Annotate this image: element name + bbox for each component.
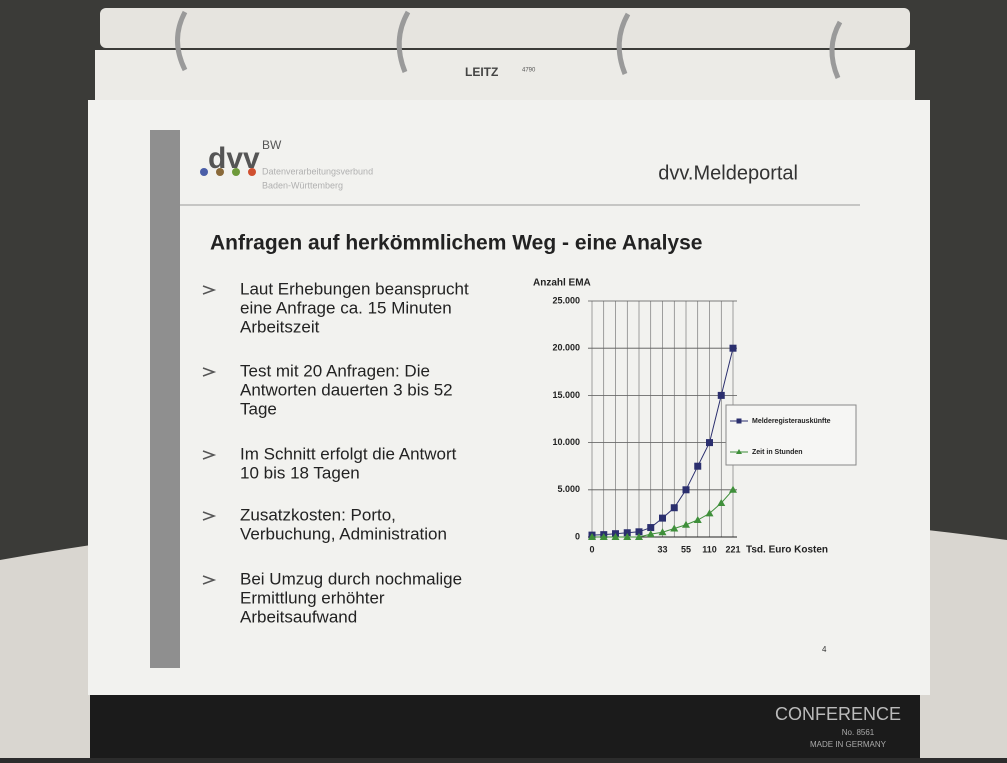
- bullet-text: Im Schnitt erfolgt die Antwort: [240, 444, 457, 463]
- y-tick-label: 25.000: [552, 295, 580, 305]
- slide: [88, 100, 930, 695]
- bullet-text: Tage: [240, 399, 277, 418]
- marker: [659, 515, 666, 522]
- binder-top: [100, 8, 910, 48]
- marker: [706, 439, 713, 446]
- y-tick-label: 10.000: [552, 437, 580, 447]
- x-axis-label: Tsd. Euro Kosten: [746, 545, 828, 556]
- bullet-text: Verbuchung, Administration: [240, 524, 447, 543]
- cover-number: No. 8561: [842, 728, 875, 737]
- x-tick-label: 221: [725, 544, 740, 554]
- cover-brand: CONFERENCE: [775, 704, 901, 724]
- marker: [683, 486, 690, 493]
- x-tick-label: 110: [702, 544, 717, 554]
- slide-title: Anfragen auf herkömmlichem Weg - eine An…: [210, 232, 702, 255]
- marker: [694, 463, 701, 470]
- legend-label: Zeit in Stunden: [752, 449, 803, 456]
- y-axis-label: Anzahl EMA: [533, 278, 591, 289]
- y-tick-label: 20.000: [552, 343, 580, 353]
- logo-line: Datenverarbeitungsverbund: [262, 166, 373, 176]
- bullet-text: Test mit 20 Anfragen: Die: [240, 361, 430, 380]
- marker: [671, 504, 678, 511]
- logo-line: Baden-Württemberg: [262, 180, 343, 190]
- bullet-text: eine Anfrage ca. 15 Minuten: [240, 298, 452, 317]
- x-tick-label: 33: [657, 544, 667, 554]
- photo: LEITZ 4790 dvv BW Datenverarbeitungsverb…: [0, 0, 1007, 758]
- y-tick-label: 15.000: [552, 390, 580, 400]
- bullet-text: Arbeitszeit: [240, 317, 320, 336]
- cover-origin: MADE IN GERMANY: [810, 740, 887, 749]
- y-tick-label: 5.000: [557, 484, 580, 494]
- bullet-text: Laut Erhebungen beansprucht: [240, 279, 469, 298]
- marker: [647, 524, 654, 531]
- binder-brand: LEITZ: [465, 65, 498, 79]
- y-tick-label: 0: [575, 531, 580, 541]
- legend-label: Melderegisterauskünfte: [752, 418, 831, 425]
- bullet-text: Arbeitsaufwand: [240, 607, 357, 626]
- binder-cover: [90, 690, 920, 758]
- bullet-text: Zusatzkosten: Porto,: [240, 505, 396, 524]
- bullet-text: Ermittlung erhöhter: [240, 588, 385, 607]
- logo-sup: BW: [262, 138, 282, 152]
- binder-code: 4790: [522, 68, 536, 74]
- legend-box: [726, 405, 856, 465]
- slide-sidebar: [150, 130, 180, 668]
- legend-marker: [737, 419, 742, 424]
- bullet-text: Bei Umzug durch nochmalige: [240, 569, 462, 588]
- bullet-text: 10 bis 18 Tagen: [240, 463, 360, 482]
- page-number: 4: [822, 645, 827, 654]
- x-tick-label: 55: [681, 544, 691, 554]
- marker: [718, 392, 725, 399]
- marker: [730, 345, 737, 352]
- slide-header: dvv.Meldeportal: [658, 162, 798, 184]
- bullet-text: Antworten dauerten 3 bis 52: [240, 380, 453, 399]
- binder-strip: [95, 50, 915, 100]
- x-tick-label: 0: [589, 544, 594, 554]
